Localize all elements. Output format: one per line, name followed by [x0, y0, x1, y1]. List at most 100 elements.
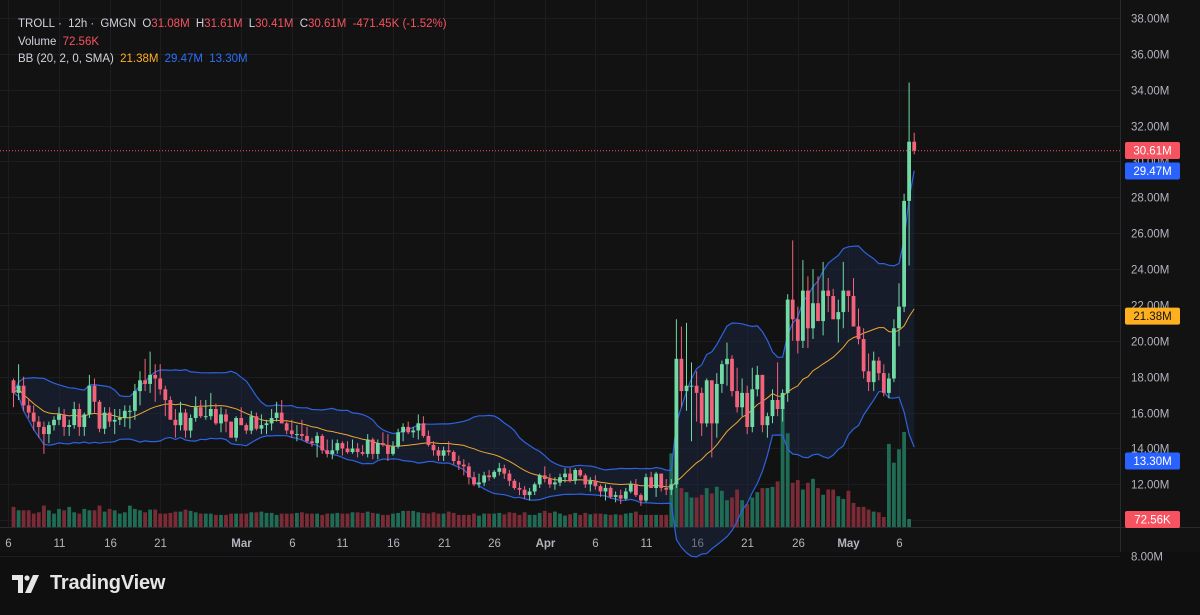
- candle-body: [72, 409, 77, 426]
- candle: [47, 421, 51, 444]
- volume-bar: [401, 510, 405, 527]
- volume-bar: [441, 513, 446, 527]
- candle-body: [573, 470, 578, 481]
- candle: [82, 412, 87, 436]
- candle: [841, 261, 846, 329]
- candle: [244, 423, 249, 435]
- candle-body: [487, 475, 491, 478]
- candle: [836, 299, 841, 343]
- legend-l-label: L: [248, 18, 256, 30]
- volume-bar: [775, 481, 780, 527]
- brand-name: TradingView: [50, 572, 166, 594]
- volume-bar: [806, 482, 810, 527]
- candle-body: [674, 358, 679, 485]
- volume-bar: [897, 449, 901, 527]
- candle: [699, 387, 704, 436]
- volume-bar: [704, 488, 709, 527]
- volume-bar: [284, 513, 289, 527]
- candle: [512, 479, 517, 490]
- y-tick-label: 36.00M: [1131, 50, 1169, 62]
- candle: [502, 464, 507, 479]
- candle: [188, 414, 193, 438]
- volume-bar: [583, 512, 588, 527]
- candle: [689, 362, 694, 442]
- volume-tag: 72.56K: [1125, 511, 1180, 528]
- volume-bar: [664, 514, 669, 527]
- volume-bar: [598, 513, 603, 527]
- volume-bar: [811, 478, 815, 527]
- candle: [158, 364, 163, 395]
- volume-bar: [249, 512, 254, 527]
- candle: [406, 421, 411, 435]
- volume-bar: [613, 514, 618, 527]
- y-tick-label: 26.00M: [1131, 229, 1169, 241]
- volume-bar: [355, 512, 360, 527]
- candle-body: [669, 484, 674, 490]
- tradingview-logo[interactable]: TradingView: [12, 572, 165, 595]
- candle: [11, 378, 16, 408]
- candle: [669, 479, 674, 496]
- candle-body: [330, 450, 335, 454]
- volume-bar: [568, 514, 572, 527]
- volume-bar: [487, 513, 491, 527]
- candle-body: [578, 470, 583, 476]
- candle: [431, 441, 436, 456]
- volume-bar: [335, 512, 340, 527]
- candle: [639, 493, 643, 506]
- candle: [305, 426, 309, 444]
- candle: [785, 294, 790, 402]
- volume-bar: [87, 510, 92, 528]
- candle: [289, 419, 294, 438]
- x-tick-label: 11: [54, 538, 66, 550]
- candle-body: [548, 479, 552, 485]
- volume-bar: [406, 510, 411, 527]
- volume-bar: [47, 510, 51, 528]
- candle-body: [881, 373, 886, 393]
- price-tag-label: 21.38M: [1133, 311, 1171, 323]
- candle: [912, 132, 917, 155]
- grid-lines: [0, 0, 1120, 557]
- candle-body: [836, 312, 841, 320]
- price-tag-box: [1125, 307, 1180, 325]
- volume-bar: [436, 513, 441, 527]
- candle: [446, 441, 451, 456]
- candle-body: [649, 477, 653, 488]
- candle-body: [684, 385, 689, 392]
- candle-body: [365, 439, 370, 454]
- volume-bar: [365, 511, 370, 527]
- candle-body: [851, 296, 856, 327]
- candle: [340, 441, 345, 456]
- volume-bar: [264, 512, 269, 527]
- volume-bar: [295, 512, 299, 527]
- candle-body: [345, 448, 350, 453]
- candle: [239, 407, 244, 426]
- candle-body: [750, 389, 755, 427]
- candle-body: [725, 358, 729, 365]
- volume-bar: [477, 515, 481, 527]
- candle: [851, 278, 856, 327]
- candle-body: [709, 380, 714, 424]
- candle-body: [112, 419, 117, 422]
- x-tick-label: 6: [592, 538, 598, 550]
- candle-body: [841, 290, 846, 313]
- candle-body: [340, 443, 345, 449]
- candle: [249, 410, 254, 435]
- candle-body: [593, 480, 598, 487]
- candle: [107, 407, 112, 427]
- volume-bar: [821, 494, 825, 527]
- candle-body: [320, 435, 325, 451]
- volume-bar: [77, 513, 82, 527]
- candle-body: [801, 290, 805, 341]
- candle: [694, 371, 699, 422]
- volume-bar: [203, 513, 208, 527]
- candle-body: [831, 296, 836, 320]
- legend-high: 31.61M: [204, 18, 243, 30]
- candle: [811, 269, 815, 339]
- candle-body: [451, 452, 456, 461]
- candle-body: [401, 426, 405, 433]
- candle: [755, 365, 760, 397]
- candle: [416, 414, 421, 440]
- candle-body: [259, 425, 264, 429]
- candle-body: [598, 486, 603, 492]
